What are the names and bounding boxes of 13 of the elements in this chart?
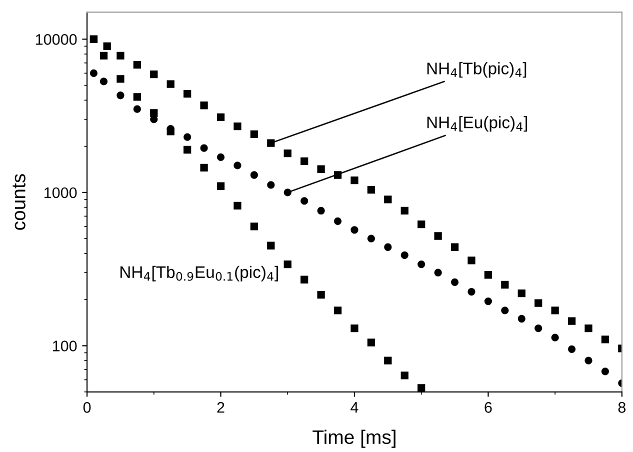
annotation: NH$_{4}$[Tb(pic)$_{4}$]: [427, 62, 526, 78]
y-tick-label: 100: [52, 340, 77, 352]
x-axis-title: Time [ms]: [312, 430, 396, 448]
x-tick-label: 2: [217, 402, 224, 413]
y-tick-label: 1000: [44, 187, 77, 198]
annotation: NH$_{4}$[Eu(pic)$_{4}$]: [427, 116, 528, 132]
x-tick-label: 0: [83, 402, 91, 413]
y-tick-label: 10000: [36, 34, 77, 45]
text: NH$_{4}$[Tb$_{0.9}$Eu$_{0.1}$(pic)$_{4}$]: [120, 266, 278, 282]
x-tick-label: 4: [350, 402, 358, 413]
x-tick-label: 6: [484, 402, 492, 413]
x-tick-label: 8: [618, 402, 626, 413]
y-axis-title: counts: [12, 174, 26, 230]
